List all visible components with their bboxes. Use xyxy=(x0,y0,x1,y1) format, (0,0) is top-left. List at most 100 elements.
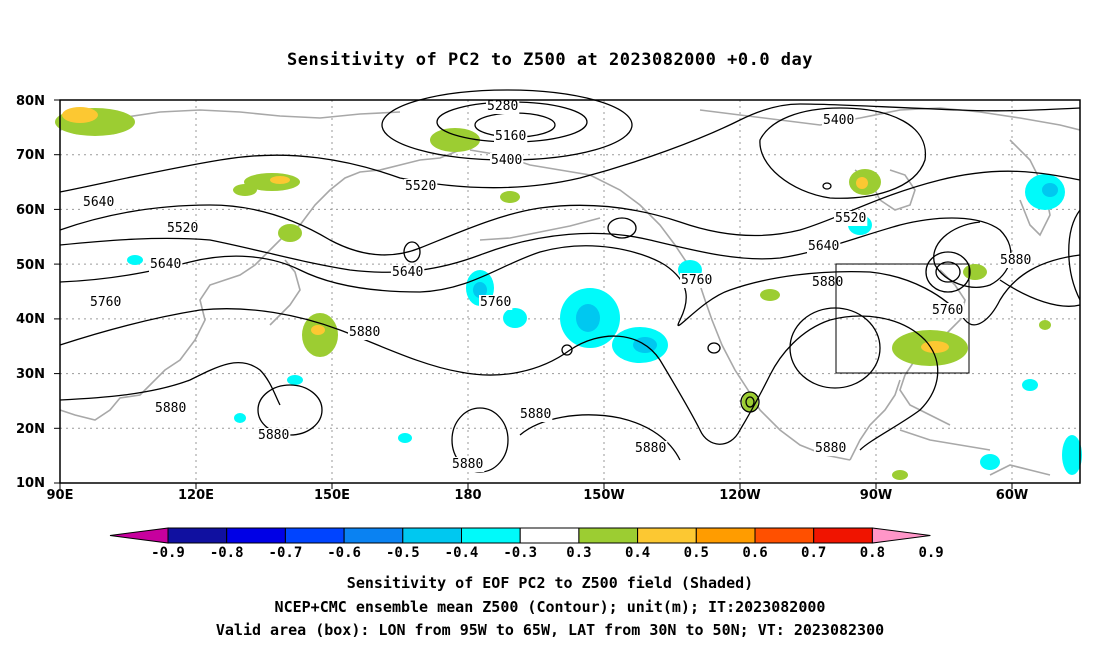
contour-label: 5880 xyxy=(258,428,289,443)
colorbar-labels: -0.9 -0.8 -0.7 -0.6 -0.5 -0.4 -0.3 0.3 0.4 0.5 0.6… xyxy=(151,545,944,561)
contour-label: 5880 xyxy=(520,407,551,422)
coast-japan xyxy=(269,259,301,326)
contour-label: 5640 xyxy=(392,265,423,280)
contour-label-halo xyxy=(519,407,553,422)
lat-label: 70N xyxy=(16,148,45,163)
contour-label-halo xyxy=(680,273,714,288)
colorbar-label: -0.3 xyxy=(503,545,537,561)
colorbar-label: -0.9 xyxy=(151,545,185,561)
lat-label: 10N xyxy=(16,476,45,491)
contour-5760-low xyxy=(925,251,971,293)
contour-label-halo xyxy=(807,239,841,254)
shade-positive xyxy=(1039,320,1051,330)
colorbar-label: -0.7 xyxy=(269,545,303,561)
contour-label-halo xyxy=(149,257,183,272)
contour-label-halo xyxy=(634,441,668,456)
contour-label: 5760 xyxy=(681,273,712,288)
contour-label: 5640 xyxy=(808,239,839,254)
colorbar-segment xyxy=(871,527,931,544)
colorbar-segment xyxy=(695,527,756,544)
contour-label: 5520 xyxy=(405,179,436,194)
shade-negative xyxy=(127,255,143,265)
colorbar-segment xyxy=(167,527,228,544)
lat-axis: 80N 70N 60N 50N 40N 30N 20N 10N xyxy=(16,94,45,491)
map-frame-bg xyxy=(60,100,1080,483)
contour-label-halo xyxy=(814,441,848,456)
colorbar-label: 0.9 xyxy=(918,545,943,561)
contour-label-halo xyxy=(494,129,528,144)
contour-label: 5400 xyxy=(823,113,854,128)
colorbar-label: 0.6 xyxy=(742,545,767,561)
shade-negative xyxy=(980,454,1000,470)
contour-label: 5880 xyxy=(155,401,186,416)
contour-5640-low xyxy=(403,241,421,263)
shade-positive xyxy=(500,191,520,203)
caption-line-1: Sensitivity of EOF PC2 to Z500 field (Sh… xyxy=(346,574,754,592)
contour-label-halo xyxy=(931,303,965,318)
shade-positive xyxy=(760,289,780,301)
sensitivity-shading xyxy=(55,107,1082,480)
contour-label-halo xyxy=(404,179,438,194)
contour-label-halo xyxy=(348,325,382,340)
coast-gulf-of-mexico xyxy=(849,379,901,461)
shade-positive xyxy=(963,264,987,280)
contour-5520-ne xyxy=(799,103,1081,112)
lon-label: 150W xyxy=(583,488,624,503)
shade-negative xyxy=(473,282,487,298)
lon-label: 90W xyxy=(860,488,892,503)
contour-label-halo xyxy=(479,295,513,310)
contour-5640-low xyxy=(935,261,961,283)
coast-canada-arctic xyxy=(699,107,1081,131)
colorbar-label: 0.5 xyxy=(684,545,709,561)
shade-positive xyxy=(430,128,480,152)
colorbar-label: -0.6 xyxy=(327,545,361,561)
colorbar-segment xyxy=(519,527,580,544)
contour-5880-hi xyxy=(740,391,760,413)
contour-label-halo xyxy=(257,428,291,443)
contour-label: 5640 xyxy=(150,257,181,272)
coast-caribbean xyxy=(899,429,991,451)
colorbar-label: 0.3 xyxy=(566,545,591,561)
colorbar-segment xyxy=(637,527,697,544)
shade-positive xyxy=(311,325,325,335)
contour-5280-ne xyxy=(822,182,832,190)
contour-label: 5520 xyxy=(167,221,198,236)
colorbar-label: 0.4 xyxy=(625,545,650,561)
coast-aleutians xyxy=(479,217,601,241)
contour-label-halo xyxy=(391,265,425,280)
colorbar-label: 0.7 xyxy=(801,545,826,561)
contour-5400-ne xyxy=(759,107,926,199)
map-frame xyxy=(59,99,1081,484)
coast-greenland xyxy=(1009,139,1051,237)
coast-asia xyxy=(59,139,476,421)
caption-line-2: NCEP+CMC ensemble mean Z500 (Contour); u… xyxy=(274,598,826,616)
colorbar-label: -0.5 xyxy=(386,545,420,561)
axis-ticks xyxy=(54,99,1013,489)
contour-5880-hi xyxy=(789,307,881,389)
contour-label-halo xyxy=(486,99,520,114)
shade-negative xyxy=(576,304,600,332)
lon-label: 120E xyxy=(178,488,214,503)
colorbar-segment xyxy=(754,527,815,544)
contour-label: 5400 xyxy=(491,153,522,168)
shade-positive xyxy=(62,107,98,123)
contour-5880-hi xyxy=(745,396,755,408)
contour-label: 5880 xyxy=(635,441,666,456)
colorbar-label: -0.8 xyxy=(210,545,244,561)
contour-label: 5760 xyxy=(90,295,121,310)
colorbar-segment xyxy=(109,527,169,544)
caption-line-3: Valid area (box): LON from 95W to 65W, L… xyxy=(215,621,885,639)
shade-positive xyxy=(302,313,338,357)
contour-label-halo xyxy=(166,221,200,236)
contour-label: 5520 xyxy=(835,211,866,226)
contour-label: 5760 xyxy=(932,303,963,318)
contour-label: 5880 xyxy=(452,457,483,472)
coast-north-america-west xyxy=(694,269,851,461)
colorbar-label: 0.8 xyxy=(860,545,885,561)
lat-label: 20N xyxy=(16,422,45,437)
shade-negative xyxy=(503,308,527,328)
lat-label: 80N xyxy=(16,94,45,109)
colorbar-segment xyxy=(343,527,404,544)
contour-label: 5160 xyxy=(495,129,526,144)
